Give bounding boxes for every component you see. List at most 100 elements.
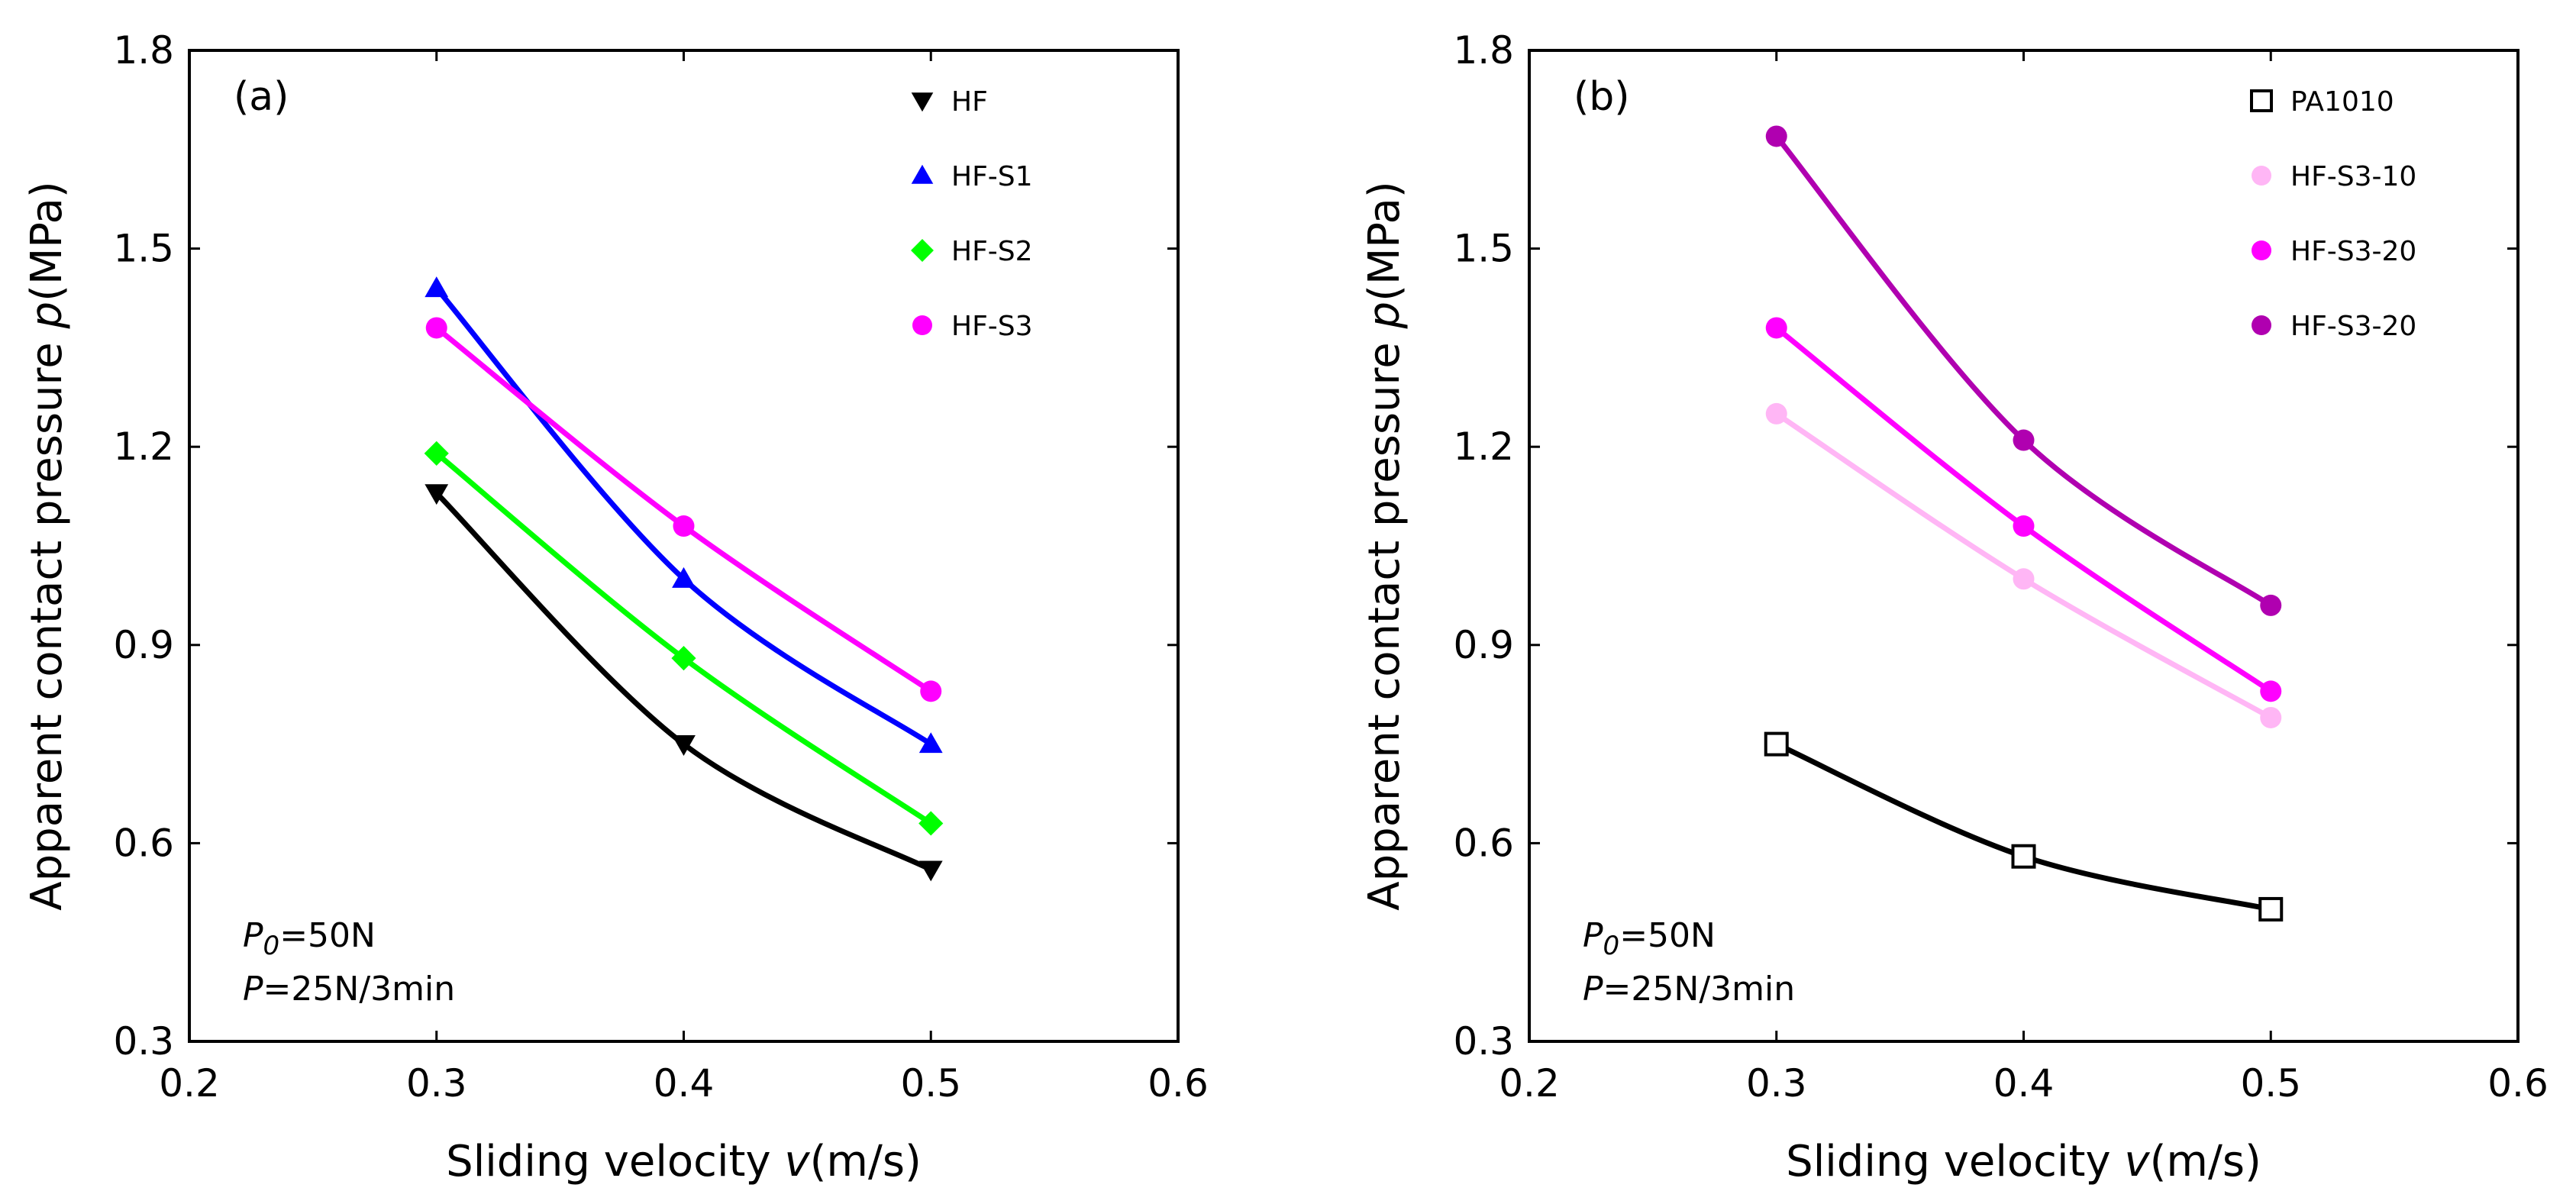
y-tick-label: 1.2 xyxy=(113,424,174,469)
x-axis-label-part: (m/s) xyxy=(810,1137,922,1186)
data-point xyxy=(672,735,696,756)
y-axis-label: Apparent contact pressure p(MPa) xyxy=(1360,181,1409,910)
series-hf-s1 xyxy=(424,276,943,754)
data-point xyxy=(425,317,447,339)
y-tick-label: 0.9 xyxy=(1453,623,1514,667)
y-tick-label: 1.8 xyxy=(1453,28,1514,73)
series-line xyxy=(1774,411,2274,721)
data-point xyxy=(673,515,695,537)
y-tick-label: 0.3 xyxy=(113,1019,174,1064)
legend-label: PA1010 xyxy=(2290,86,2394,118)
x-axis-label-part: Sliding velocity xyxy=(446,1137,784,1186)
series-line xyxy=(1774,741,2274,912)
x-tick-label: 0.6 xyxy=(2487,1061,2549,1106)
data-point xyxy=(672,566,696,588)
y-tick-label: 0.6 xyxy=(1453,821,1514,865)
condition-note: P=25N/3min xyxy=(1583,970,1795,1009)
y-tick-label: 1.5 xyxy=(1453,227,1514,271)
x-tick-label: 0.2 xyxy=(159,1061,220,1106)
y-axis-label-part: (MPa) xyxy=(1360,181,1409,302)
y-tick-label: 1.2 xyxy=(1453,424,1514,469)
legend-label: HF-S3-20 xyxy=(2290,236,2416,267)
legend-marker xyxy=(2252,240,2271,260)
legend-marker xyxy=(911,92,934,112)
series-line xyxy=(1774,324,2274,694)
y-tick-label: 0.6 xyxy=(113,821,174,865)
x-axis-label-part: Sliding velocity xyxy=(1786,1137,2124,1186)
data-point xyxy=(1764,731,1789,757)
legend-label: HF-S3 xyxy=(951,311,1033,342)
data-point xyxy=(2013,515,2035,537)
x-tick-label: 0.2 xyxy=(1499,1061,1560,1106)
x-axis-label-part: (m/s) xyxy=(2150,1137,2261,1186)
legend-marker xyxy=(911,164,934,184)
note-value: =25N/3min xyxy=(263,970,456,1009)
y-axis-label-part: Apparent contact pressure xyxy=(22,328,72,910)
series-line xyxy=(434,450,934,826)
y-tick-label: 0.3 xyxy=(1453,1019,1514,1064)
panel-label: (a) xyxy=(234,74,289,120)
x-tick-label: 0.4 xyxy=(654,1061,715,1106)
y-axis-label-part: (MPa) xyxy=(22,181,72,302)
x-tick-label: 0.6 xyxy=(1148,1061,1209,1106)
y-axis-label: Apparent contact pressure p(MPa) xyxy=(22,181,72,910)
y-axis-symbol: p xyxy=(1360,302,1409,330)
data-point xyxy=(2260,706,2282,728)
data-point xyxy=(424,441,449,466)
panel-label: (b) xyxy=(1574,74,1630,120)
legend-marker xyxy=(912,315,932,335)
note-value: =50N xyxy=(1619,916,1716,955)
legend-label: HF-S1 xyxy=(951,161,1033,192)
x-tick-label: 0.5 xyxy=(900,1061,961,1106)
series-hf-s3 xyxy=(425,317,942,702)
data-point xyxy=(2258,896,2284,922)
note-subscript: 0 xyxy=(1603,931,1620,961)
series-hf-s3-10 xyxy=(1765,402,2282,728)
data-point xyxy=(671,646,696,671)
data-point xyxy=(1765,125,1787,147)
data-point xyxy=(2260,594,2282,616)
data-point xyxy=(918,860,943,882)
chart-panel-a: 0.2 0.3 0.4 0.5 0.60.30.60.91.21.51.8Sliding… xyxy=(22,28,1209,1186)
legend-marker xyxy=(2252,166,2271,186)
legend-label: HF xyxy=(951,86,988,118)
x-axis-label: Sliding velocity v(m/s) xyxy=(446,1137,922,1186)
x-tick-label: 0.3 xyxy=(406,1061,467,1106)
note-symbol: P xyxy=(243,970,263,1009)
x-axis-symbol: v xyxy=(784,1137,810,1186)
series-line xyxy=(434,490,934,873)
data-point xyxy=(1765,317,1787,339)
data-point xyxy=(2260,680,2282,702)
note-symbol: P xyxy=(243,916,263,955)
data-point xyxy=(2013,568,2035,590)
legend-marker xyxy=(2252,315,2271,335)
legend-marker xyxy=(911,239,934,262)
y-tick-label: 1.5 xyxy=(113,227,174,271)
data-point xyxy=(918,732,943,754)
y-tick-label: 0.9 xyxy=(113,623,174,667)
note-subscript: 0 xyxy=(263,931,280,961)
condition-note: P0=50N xyxy=(243,916,376,961)
condition-note: P0=50N xyxy=(1583,916,1716,961)
series-hf xyxy=(424,484,943,882)
y-tick-label: 1.8 xyxy=(113,28,174,73)
legend-marker xyxy=(2250,89,2273,112)
data-point xyxy=(424,484,449,505)
note-symbol: P xyxy=(1583,916,1603,955)
note-value: =25N/3min xyxy=(1603,970,1796,1009)
note-symbol: P xyxy=(1583,970,1603,1009)
x-axis-label: Sliding velocity v(m/s) xyxy=(1786,1137,2261,1186)
series-pa1010 xyxy=(1764,731,2284,922)
chart-panel-b: 0.2 0.3 0.4 0.5 0.60.30.60.91.21.51.8Sliding… xyxy=(1360,28,2549,1186)
series-hf-s3-20 xyxy=(1765,317,2282,702)
x-tick-label: 0.3 xyxy=(1746,1061,1807,1106)
series-line xyxy=(434,286,934,747)
data-point xyxy=(2011,844,2036,869)
y-axis-symbol: p xyxy=(22,302,72,330)
legend-label: HF-S2 xyxy=(951,236,1033,267)
plot-frame xyxy=(1528,49,2520,1043)
condition-note: P=25N/3min xyxy=(243,970,455,1009)
x-axis-symbol: v xyxy=(2124,1137,2150,1186)
x-tick-label: 0.5 xyxy=(2240,1061,2301,1106)
